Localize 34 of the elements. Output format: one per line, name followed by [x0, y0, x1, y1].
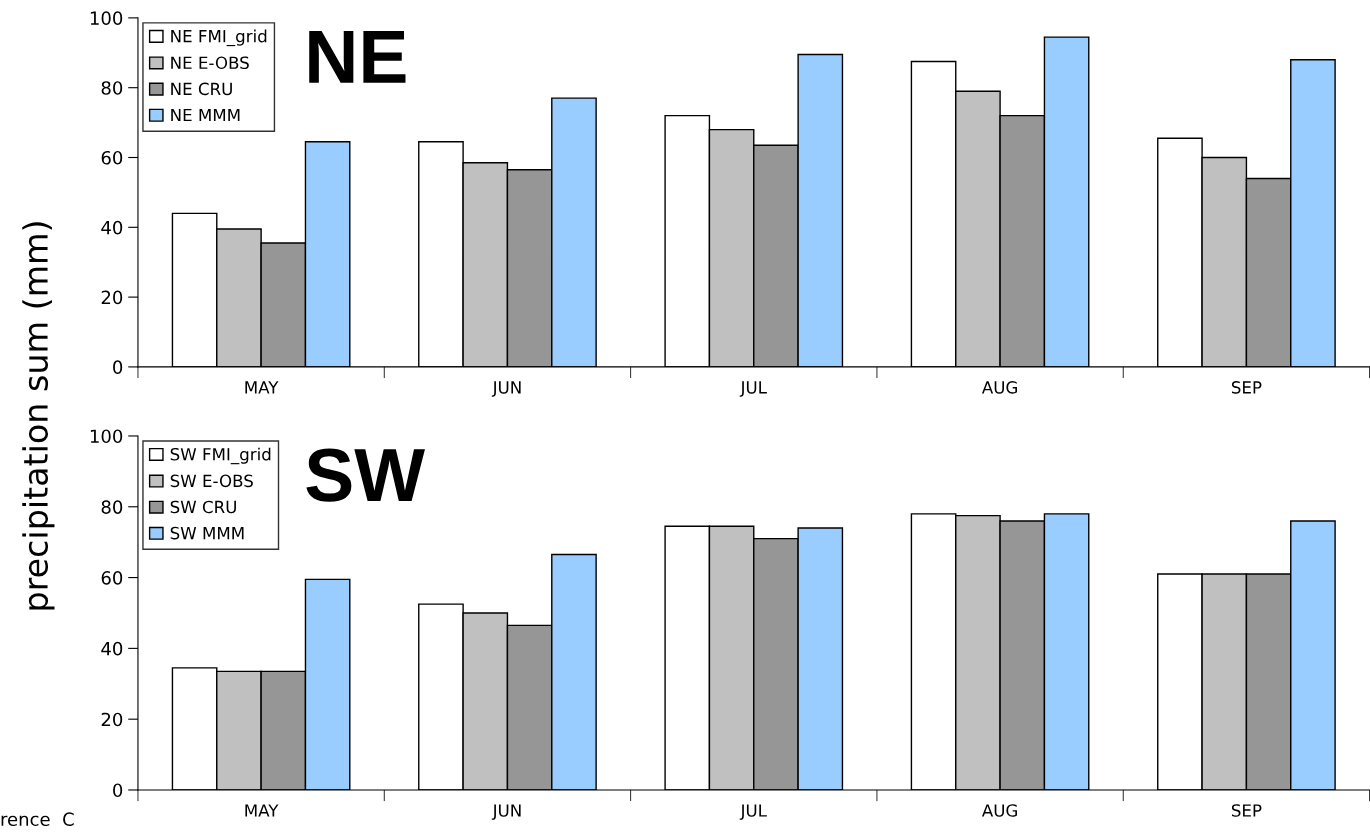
legend-label: NE FMI_grid [171, 29, 267, 47]
y-tick-label: 40 [101, 220, 123, 235]
x-tick-label: JUN [491, 381, 521, 397]
legend-label: SW CRU [170, 500, 236, 514]
text: rence C [1, 812, 74, 827]
x-tick-label: MAY [245, 804, 279, 817]
y-tick-label: 40 [101, 641, 123, 656]
chart-title: SW [306, 448, 425, 502]
x-tick-label: JUN [491, 804, 521, 820]
y-tick-label: 80 [101, 81, 123, 95]
y-tick-label: 0 [113, 783, 123, 798]
x-tick-label: SEP [1231, 381, 1262, 394]
y-tick-label: 60 [101, 571, 123, 585]
x-tick-label: MAY [245, 381, 279, 394]
x-tick-label: AUG [981, 381, 1017, 394]
legend-label: SW FMI_grid [170, 447, 271, 465]
x-tick-label: JUL [739, 804, 767, 820]
legend-label: NE MMM [171, 108, 240, 122]
legend-label: NE E-OBS [171, 56, 249, 70]
legend-label: SW E-OBS [170, 474, 253, 488]
y-tick-label: 100 [90, 11, 123, 25]
x-tick-label: JUL [739, 381, 767, 397]
y-tick-label: 20 [101, 712, 123, 727]
x-tick-label: AUG [981, 804, 1017, 817]
legend-label: NE CRU [171, 82, 232, 96]
y-tick-label: 0 [113, 360, 123, 375]
y-tick-label: 100 [90, 429, 123, 444]
x-tick-label: SEP [1231, 804, 1262, 817]
legend-label: SW MMM [170, 526, 244, 540]
y-axis-title: precipitation sum (mm) [22, 222, 55, 610]
chart-title: NE [309, 31, 406, 83]
y-tick-label: 20 [101, 290, 123, 305]
y-tick-label: 60 [101, 150, 123, 165]
y-tick-label: 80 [101, 500, 123, 514]
